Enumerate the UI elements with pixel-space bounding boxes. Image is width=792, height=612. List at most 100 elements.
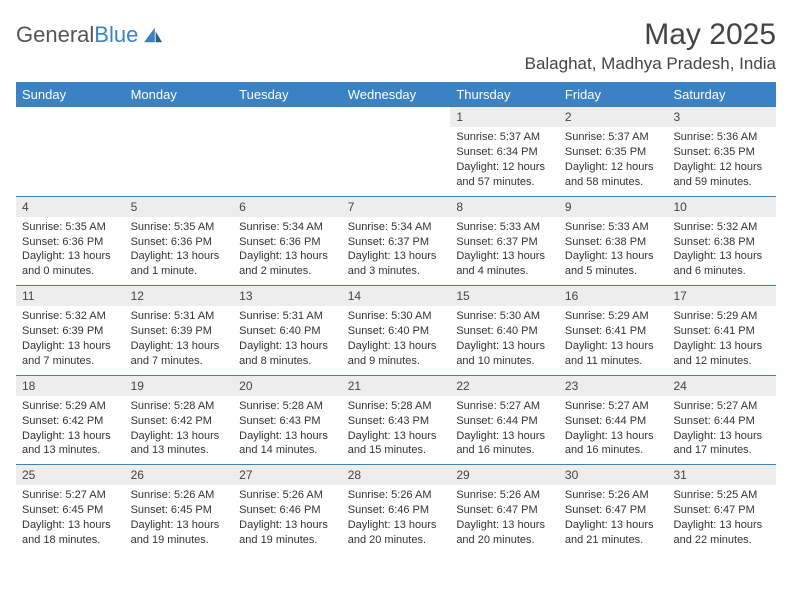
day-body: Sunrise: 5:30 AMSunset: 6:40 PMDaylight:… bbox=[450, 306, 559, 374]
daylight-text: Daylight: 13 hours and 14 minutes. bbox=[239, 429, 336, 459]
day-cell: 15Sunrise: 5:30 AMSunset: 6:40 PMDayligh… bbox=[450, 286, 559, 375]
sunrise-text: Sunrise: 5:26 AM bbox=[565, 488, 662, 503]
day-number bbox=[233, 107, 342, 111]
daylight-text: Daylight: 13 hours and 3 minutes. bbox=[348, 249, 445, 279]
day-cell: 6Sunrise: 5:34 AMSunset: 6:36 PMDaylight… bbox=[233, 197, 342, 286]
weekday-header: Friday bbox=[559, 82, 668, 107]
day-number: 13 bbox=[233, 286, 342, 306]
sunset-text: Sunset: 6:45 PM bbox=[22, 503, 119, 518]
sunset-text: Sunset: 6:47 PM bbox=[456, 503, 553, 518]
sunset-text: Sunset: 6:47 PM bbox=[673, 503, 770, 518]
day-body: Sunrise: 5:35 AMSunset: 6:36 PMDaylight:… bbox=[125, 217, 234, 285]
day-body: Sunrise: 5:26 AMSunset: 6:46 PMDaylight:… bbox=[342, 485, 451, 553]
day-body: Sunrise: 5:32 AMSunset: 6:38 PMDaylight:… bbox=[667, 217, 776, 285]
daylight-text: Daylight: 13 hours and 19 minutes. bbox=[239, 518, 336, 548]
sunset-text: Sunset: 6:46 PM bbox=[239, 503, 336, 518]
day-cell: 12Sunrise: 5:31 AMSunset: 6:39 PMDayligh… bbox=[125, 286, 234, 375]
daylight-text: Daylight: 12 hours and 59 minutes. bbox=[673, 160, 770, 190]
title-block: May 2025 Balaghat, Madhya Pradesh, India bbox=[525, 18, 776, 74]
daylight-text: Daylight: 13 hours and 15 minutes. bbox=[348, 429, 445, 459]
daylight-text: Daylight: 13 hours and 16 minutes. bbox=[456, 429, 553, 459]
sunrise-text: Sunrise: 5:27 AM bbox=[22, 488, 119, 503]
day-number: 31 bbox=[667, 465, 776, 485]
day-number: 11 bbox=[16, 286, 125, 306]
day-cell: 17 Sunrise: 5:29 AMSunset: 6:41 PMDayligh… bbox=[667, 286, 776, 375]
day-number: 12 bbox=[125, 286, 234, 306]
day-body: Sunrise: 5:29 AMSunset: 6:42 PMDaylight:… bbox=[16, 396, 125, 464]
sunrise-text: Sunrise: 5:28 AM bbox=[131, 399, 228, 414]
logo-text-gray: General bbox=[16, 22, 94, 47]
day-body: Sunrise: 5:26 AMSunset: 6:47 PMDaylight:… bbox=[450, 485, 559, 553]
daylight-text: Daylight: 13 hours and 19 minutes. bbox=[131, 518, 228, 548]
day-cell: 14Sunrise: 5:30 AMSunset: 6:40 PMDayligh… bbox=[342, 286, 451, 375]
daylight-text: Daylight: 13 hours and 0 minutes. bbox=[22, 249, 119, 279]
day-number: 5 bbox=[125, 197, 234, 217]
day-body: Sunrise: 5:31 AMSunset: 6:40 PMDaylight:… bbox=[233, 306, 342, 374]
sunrise-text: Sunrise: 5:27 AM bbox=[673, 399, 770, 414]
sunset-text: Sunset: 6:44 PM bbox=[673, 414, 770, 429]
day-number: 21 bbox=[342, 376, 451, 396]
sunrise-text: Sunrise: 5:34 AM bbox=[239, 220, 336, 235]
day-number: 29 bbox=[450, 465, 559, 485]
weekday-header: Thursday bbox=[450, 82, 559, 107]
day-number: 8 bbox=[450, 197, 559, 217]
day-number: 14 bbox=[342, 286, 451, 306]
sunrise-text: Sunrise: 5:35 AM bbox=[22, 220, 119, 235]
day-number: 2 bbox=[559, 107, 668, 127]
sunset-text: Sunset: 6:42 PM bbox=[131, 414, 228, 429]
daylight-text: Daylight: 13 hours and 13 minutes. bbox=[22, 429, 119, 459]
day-number: 24 bbox=[667, 376, 776, 396]
day-cell: 31Sunrise: 5:25 AMSunset: 6:47 PMDayligh… bbox=[667, 465, 776, 554]
sunrise-text: Sunrise: 5:29 AM bbox=[673, 309, 770, 324]
day-number: 18 bbox=[16, 376, 125, 396]
sunrise-text: Sunrise: 5:26 AM bbox=[131, 488, 228, 503]
sunset-text: Sunset: 6:40 PM bbox=[456, 324, 553, 339]
day-cell bbox=[125, 107, 234, 196]
day-cell: 26Sunrise: 5:26 AMSunset: 6:45 PMDayligh… bbox=[125, 465, 234, 554]
day-number: 3 bbox=[667, 107, 776, 127]
day-number: 6 bbox=[233, 197, 342, 217]
day-number bbox=[125, 107, 234, 111]
day-body: Sunrise: 5:31 AMSunset: 6:39 PMDaylight:… bbox=[125, 306, 234, 374]
sunrise-text: Sunrise: 5:26 AM bbox=[348, 488, 445, 503]
daylight-text: Daylight: 13 hours and 18 minutes. bbox=[22, 518, 119, 548]
sunset-text: Sunset: 6:35 PM bbox=[565, 145, 662, 160]
sunset-text: Sunset: 6:36 PM bbox=[22, 235, 119, 250]
sunrise-text: Sunrise: 5:34 AM bbox=[348, 220, 445, 235]
header: GeneralBlue May 2025 Balaghat, Madhya Pr… bbox=[16, 18, 776, 74]
logo-text: GeneralBlue bbox=[16, 22, 138, 48]
day-body: Sunrise: 5:26 AMSunset: 6:46 PMDaylight:… bbox=[233, 485, 342, 553]
day-number bbox=[342, 107, 451, 111]
day-number: 17 bbox=[667, 286, 776, 306]
day-number: 25 bbox=[16, 465, 125, 485]
sunset-text: Sunset: 6:41 PM bbox=[673, 324, 770, 339]
day-number: 9 bbox=[559, 197, 668, 217]
day-body: Sunrise: 5:29 AMSunset: 6:41 PMDaylight:… bbox=[559, 306, 668, 374]
day-cell: 18Sunrise: 5:29 AMSunset: 6:42 PMDayligh… bbox=[16, 376, 125, 465]
sunset-text: Sunset: 6:38 PM bbox=[673, 235, 770, 250]
day-number bbox=[16, 107, 125, 111]
sunrise-text: Sunrise: 5:32 AM bbox=[22, 309, 119, 324]
logo-sail-icon bbox=[142, 26, 164, 44]
day-cell: 7Sunrise: 5:34 AMSunset: 6:37 PMDaylight… bbox=[342, 197, 451, 286]
sunrise-text: Sunrise: 5:33 AM bbox=[456, 220, 553, 235]
week-row: 4Sunrise: 5:35 AMSunset: 6:36 PMDaylight… bbox=[16, 196, 776, 286]
day-body: Sunrise: 5:28 AMSunset: 6:43 PMDaylight:… bbox=[233, 396, 342, 464]
day-cell: 20Sunrise: 5:28 AMSunset: 6:43 PMDayligh… bbox=[233, 376, 342, 465]
day-number: 1 bbox=[450, 107, 559, 127]
sunrise-text: Sunrise: 5:26 AM bbox=[456, 488, 553, 503]
sunrise-text: Sunrise: 5:37 AM bbox=[456, 130, 553, 145]
daylight-text: Daylight: 13 hours and 12 minutes. bbox=[673, 339, 770, 369]
daylight-text: Daylight: 13 hours and 7 minutes. bbox=[22, 339, 119, 369]
week-row: 1Sunrise: 5:37 AMSunset: 6:34 PMDaylight… bbox=[16, 107, 776, 196]
day-body: Sunrise: 5:27 AMSunset: 6:44 PMDaylight:… bbox=[559, 396, 668, 464]
day-cell: 19Sunrise: 5:28 AMSunset: 6:42 PMDayligh… bbox=[125, 376, 234, 465]
day-cell: 9Sunrise: 5:33 AMSunset: 6:38 PMDaylight… bbox=[559, 197, 668, 286]
sunrise-text: Sunrise: 5:28 AM bbox=[348, 399, 445, 414]
daylight-text: Daylight: 13 hours and 20 minutes. bbox=[348, 518, 445, 548]
sunrise-text: Sunrise: 5:31 AM bbox=[131, 309, 228, 324]
day-body: Sunrise: 5:33 AMSunset: 6:38 PMDaylight:… bbox=[559, 217, 668, 285]
sunset-text: Sunset: 6:46 PM bbox=[348, 503, 445, 518]
daylight-text: Daylight: 13 hours and 1 minute. bbox=[131, 249, 228, 279]
daylight-text: Daylight: 13 hours and 10 minutes. bbox=[456, 339, 553, 369]
